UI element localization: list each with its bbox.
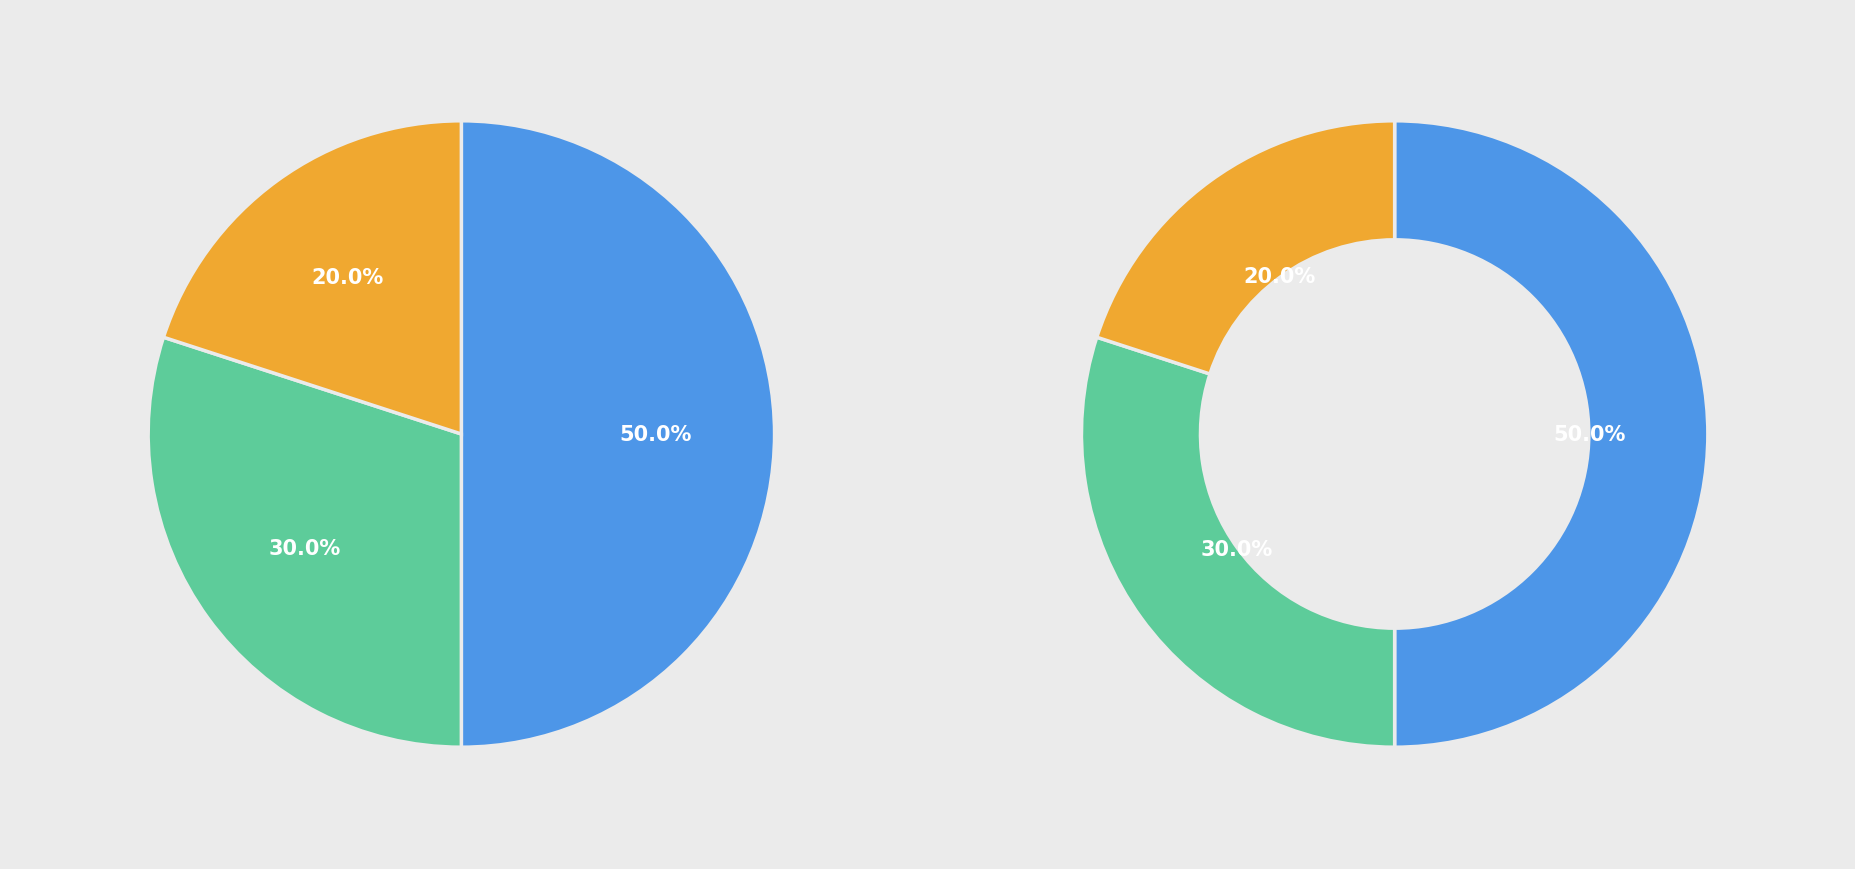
Text: 50.0%: 50.0% xyxy=(1553,425,1625,444)
Text: 50.0%: 50.0% xyxy=(620,425,692,444)
Wedge shape xyxy=(148,338,462,747)
Wedge shape xyxy=(1081,338,1393,747)
Text: 30.0%: 30.0% xyxy=(1200,539,1273,559)
Text: 20.0%: 20.0% xyxy=(312,268,384,288)
Wedge shape xyxy=(1096,122,1393,375)
Wedge shape xyxy=(462,122,774,747)
Wedge shape xyxy=(163,122,462,434)
Text: 30.0%: 30.0% xyxy=(267,539,339,559)
Text: 20.0%: 20.0% xyxy=(1243,267,1315,287)
Wedge shape xyxy=(1393,122,1707,747)
Circle shape xyxy=(1200,241,1588,628)
